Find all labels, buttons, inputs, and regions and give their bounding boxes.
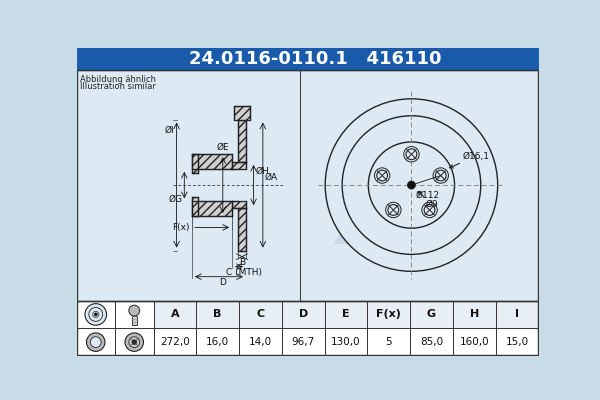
Text: H: H <box>470 310 479 320</box>
Circle shape <box>377 170 388 181</box>
Text: A: A <box>170 310 179 320</box>
Polygon shape <box>238 120 246 162</box>
Circle shape <box>342 116 481 254</box>
Bar <box>154 300 539 328</box>
Circle shape <box>129 305 140 316</box>
Circle shape <box>424 204 435 215</box>
Text: B: B <box>239 258 245 267</box>
Text: D: D <box>220 278 226 287</box>
Bar <box>232 169 246 201</box>
Polygon shape <box>238 208 246 250</box>
Bar <box>77 48 539 70</box>
Text: B: B <box>214 310 222 320</box>
Polygon shape <box>232 201 246 208</box>
Text: Illustration similar: Illustration similar <box>80 82 155 91</box>
Circle shape <box>436 170 446 181</box>
Circle shape <box>422 202 437 218</box>
Polygon shape <box>192 154 232 169</box>
Text: F(x): F(x) <box>172 223 190 232</box>
Bar <box>192 173 198 197</box>
Text: E: E <box>342 310 350 320</box>
Text: Ø9: Ø9 <box>418 192 438 209</box>
Circle shape <box>85 304 107 325</box>
Polygon shape <box>192 197 198 216</box>
Polygon shape <box>232 162 246 169</box>
Text: Ø16,1: Ø16,1 <box>449 152 490 168</box>
Text: G: G <box>427 310 436 320</box>
Text: C: C <box>256 310 265 320</box>
Polygon shape <box>192 201 232 216</box>
Text: I: I <box>515 310 519 320</box>
Circle shape <box>407 181 415 189</box>
Text: C (MTH): C (MTH) <box>226 268 262 277</box>
Text: 14,0: 14,0 <box>249 337 272 347</box>
Text: Ø112: Ø112 <box>415 191 439 200</box>
Text: 16,0: 16,0 <box>206 337 229 347</box>
Text: ØG: ØG <box>169 194 183 204</box>
Text: 96,7: 96,7 <box>292 337 315 347</box>
Circle shape <box>388 204 399 215</box>
Circle shape <box>374 168 390 183</box>
Circle shape <box>325 99 497 271</box>
Bar <box>77 300 538 355</box>
Bar <box>198 154 232 216</box>
Circle shape <box>92 311 99 318</box>
Circle shape <box>386 202 401 218</box>
Circle shape <box>129 337 140 348</box>
Circle shape <box>89 308 103 321</box>
Text: 85,0: 85,0 <box>420 337 443 347</box>
Circle shape <box>94 313 97 316</box>
Text: 130,0: 130,0 <box>331 337 361 347</box>
Circle shape <box>91 337 101 348</box>
Circle shape <box>86 333 105 351</box>
Circle shape <box>125 333 143 351</box>
Circle shape <box>406 149 417 160</box>
Circle shape <box>433 168 448 183</box>
Polygon shape <box>235 106 250 120</box>
Text: 24.0116-0110.1   416110: 24.0116-0110.1 416110 <box>189 50 442 68</box>
Bar <box>77 70 538 300</box>
Text: 160,0: 160,0 <box>460 337 489 347</box>
Text: 5: 5 <box>385 337 392 347</box>
Text: F(x): F(x) <box>376 310 401 320</box>
Text: ØE: ØE <box>217 143 229 152</box>
Circle shape <box>404 146 419 162</box>
Text: 15,0: 15,0 <box>506 337 529 347</box>
Text: ØI: ØI <box>164 126 174 135</box>
Bar <box>77 70 539 300</box>
Bar <box>77 300 539 356</box>
Bar <box>132 316 137 325</box>
Circle shape <box>368 142 455 228</box>
Text: 272,0: 272,0 <box>160 337 190 347</box>
Text: Abbildung ähnlich: Abbildung ähnlich <box>80 75 155 84</box>
Polygon shape <box>192 154 198 173</box>
Text: ØA: ØA <box>265 173 278 182</box>
Text: ØH: ØH <box>255 167 269 176</box>
Text: Ate: Ate <box>337 192 463 258</box>
Text: D: D <box>299 310 308 320</box>
Circle shape <box>132 340 137 344</box>
